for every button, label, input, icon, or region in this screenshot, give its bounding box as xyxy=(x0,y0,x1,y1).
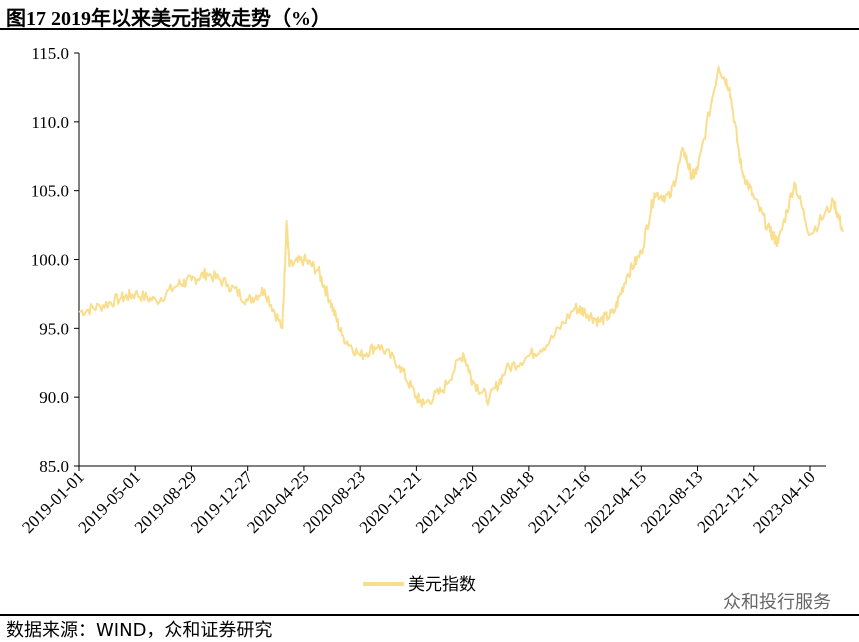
y-tick-label: 110.0 xyxy=(31,113,69,132)
x-tick-label: 2023-04-10 xyxy=(749,467,819,537)
x-tick-labels: 2019-01-012019-05-012019-08-292019-12-27… xyxy=(18,466,819,537)
series-line-0 xyxy=(78,65,845,408)
y-tick-label: 115.0 xyxy=(31,44,69,63)
top-rule xyxy=(0,28,859,30)
y-tick-label: 105.0 xyxy=(31,182,69,201)
y-tick-label: 100.0 xyxy=(31,251,69,270)
y-tick-label: 90.0 xyxy=(39,388,69,407)
y-tick-label: 85.0 xyxy=(39,457,69,476)
watermark: 众和投行服务 xyxy=(723,592,831,613)
legend-label: 美元指数 xyxy=(408,575,476,595)
chart-title: 图17 2019年以来美元指数走势（%） xyxy=(6,8,331,30)
bottom-rule xyxy=(0,614,859,616)
legend: 美元指数 xyxy=(363,575,476,595)
source-note: 数据来源：WIND，众和证券研究 xyxy=(6,620,273,641)
y-tick-label: 95.0 xyxy=(39,319,69,338)
y-tick-labels: 85.0 90.0 95.0 100.0 105.0 110.0 115.0 xyxy=(31,44,79,476)
series-group xyxy=(78,65,845,408)
